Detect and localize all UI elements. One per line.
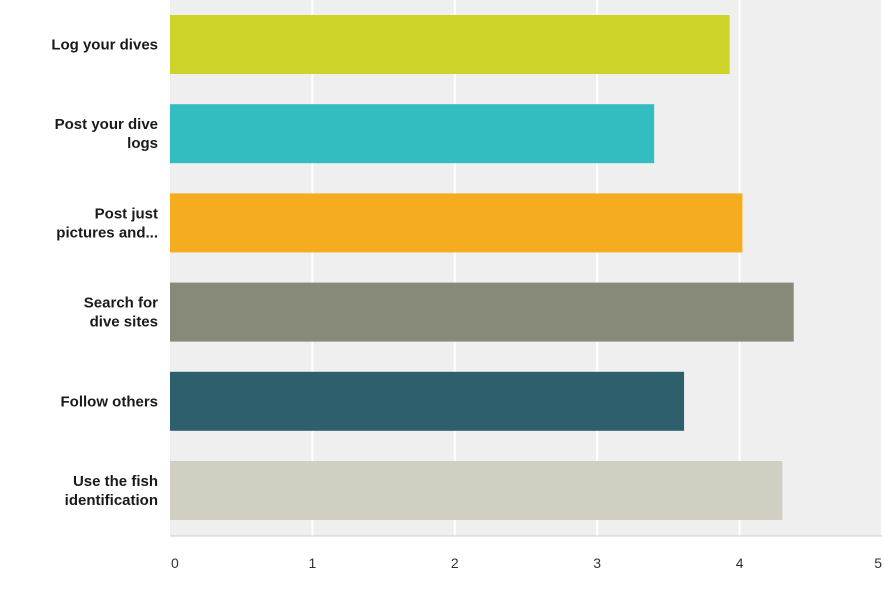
bar [170,371,685,431]
category-label-line: Search for [84,295,158,312]
category-label-line: pictures and... [56,224,158,241]
category-label: Post just pictures and... [56,205,158,241]
x-tick-label: 2 [451,555,459,571]
category-label: Follow others [61,393,159,410]
category-label-line: dive sites [90,314,158,331]
x-tick-label: 0 [171,555,179,571]
bar [170,104,655,164]
category-label-line: identification [65,492,158,509]
x-tick-label: 3 [593,555,601,571]
x-tick-label: 5 [874,555,882,571]
x-tick-label: 4 [736,555,744,571]
x-tick-labels: 0 1 2 3 4 5 [171,555,882,571]
category-label: Post your dive logs [55,116,158,152]
category-label-line: logs [127,135,158,152]
x-tick-label: 1 [309,555,317,571]
category-label: Search for dive sites [84,295,158,331]
gridlines [311,0,883,536]
bars [170,15,794,520]
bar [170,282,794,342]
category-label: Log your dives [51,37,158,54]
category-label-line: Post your dive [55,116,158,133]
category-label-line: Post just [95,205,158,222]
category-label-line: Log your dives [51,37,158,54]
bar [170,15,730,74]
bar [170,193,743,253]
category-labels: Log your dives Post your dive logs Post jus… [51,37,158,510]
category-label: Use the fish identification [65,473,158,509]
category-label-line: Use the fish [73,473,158,490]
bar [170,461,783,520]
plot-area [170,0,882,536]
category-label-line: Follow others [61,393,159,410]
